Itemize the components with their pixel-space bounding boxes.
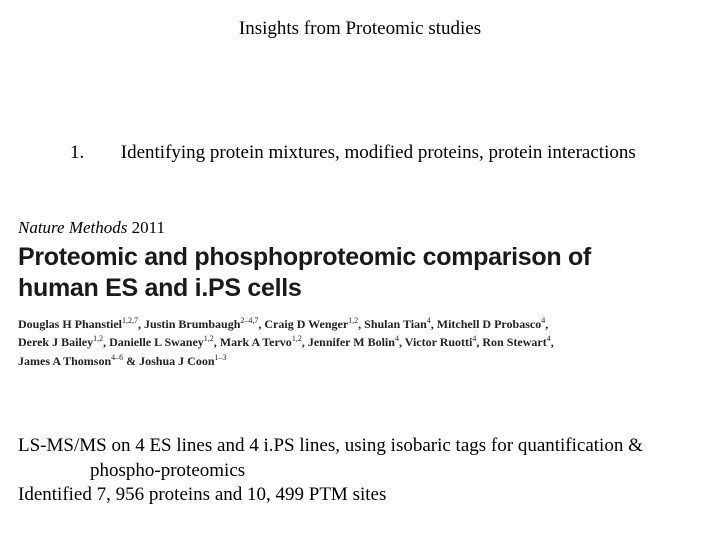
author: Jennifer M Bolin: [308, 335, 395, 349]
author: Shulan Tian: [364, 317, 427, 331]
summary-line-1: LS-MS/MS on 4 ES lines and 4 i.PS lines,…: [18, 434, 708, 459]
author: James A Thomson: [18, 354, 111, 368]
author: Derek J Bailey: [18, 335, 93, 349]
affil-sup: 1–3: [215, 353, 227, 362]
author: Justin Brumbaugh: [144, 317, 240, 331]
citation-journal: Nature Methods: [18, 218, 127, 237]
author: Douglas H Phanstiel: [18, 317, 122, 331]
citation-year: 2011: [132, 218, 165, 237]
author: Mitchell D Probasco: [437, 317, 541, 331]
summary-line-3: Identified 7, 956 proteins and 10, 499 P…: [18, 483, 708, 508]
affil-sup: 1,2: [204, 334, 214, 343]
author: Joshua J Coon: [139, 354, 214, 368]
affil-sup: 2–4,7: [240, 316, 258, 325]
paper-title-line2: human ES and i.PS cells: [18, 274, 301, 302]
affil-sup: 1,2: [93, 334, 103, 343]
paper-title: Proteomic and phosphoproteomic compariso…: [18, 242, 702, 303]
affil-sup: 4–6: [111, 353, 123, 362]
affil-sup: 1,2: [348, 316, 358, 325]
affil-sup: 4: [427, 316, 431, 325]
affil-sup: 1,2,7: [122, 316, 138, 325]
bullet-text: Identifying protein mixtures, modified p…: [121, 142, 636, 163]
affil-sup: 1,2: [292, 334, 302, 343]
bullet-number: 1.: [70, 142, 116, 164]
author: Danielle L Swaney: [109, 335, 204, 349]
citation: Nature Methods 2011: [18, 218, 165, 238]
affil-sup: 4: [547, 334, 551, 343]
author: Victor Ruotti: [405, 335, 473, 349]
author: Craig D Wenger: [264, 317, 348, 331]
paper-block: Proteomic and phosphoproteomic compariso…: [18, 242, 702, 370]
bullet-item-1: 1. Identifying protein mixtures, modifie…: [70, 142, 636, 164]
affil-sup: 4: [472, 334, 476, 343]
summary-line-2: phospho-proteomics: [18, 459, 708, 484]
summary-block: LS-MS/MS on 4 ES lines and 4 i.PS lines,…: [18, 434, 708, 508]
paper-title-line1: Proteomic and phosphoproteomic compariso…: [18, 243, 591, 271]
affil-sup: 4: [541, 316, 545, 325]
slide-title: Insights from Proteomic studies: [0, 18, 720, 40]
affil-sup: 4: [395, 334, 399, 343]
paper-authors: Douglas H Phanstiel1,2,7, Justin Brumbau…: [18, 315, 702, 370]
author: Ron Stewart: [482, 335, 546, 349]
author: Mark A Tervo: [220, 335, 292, 349]
